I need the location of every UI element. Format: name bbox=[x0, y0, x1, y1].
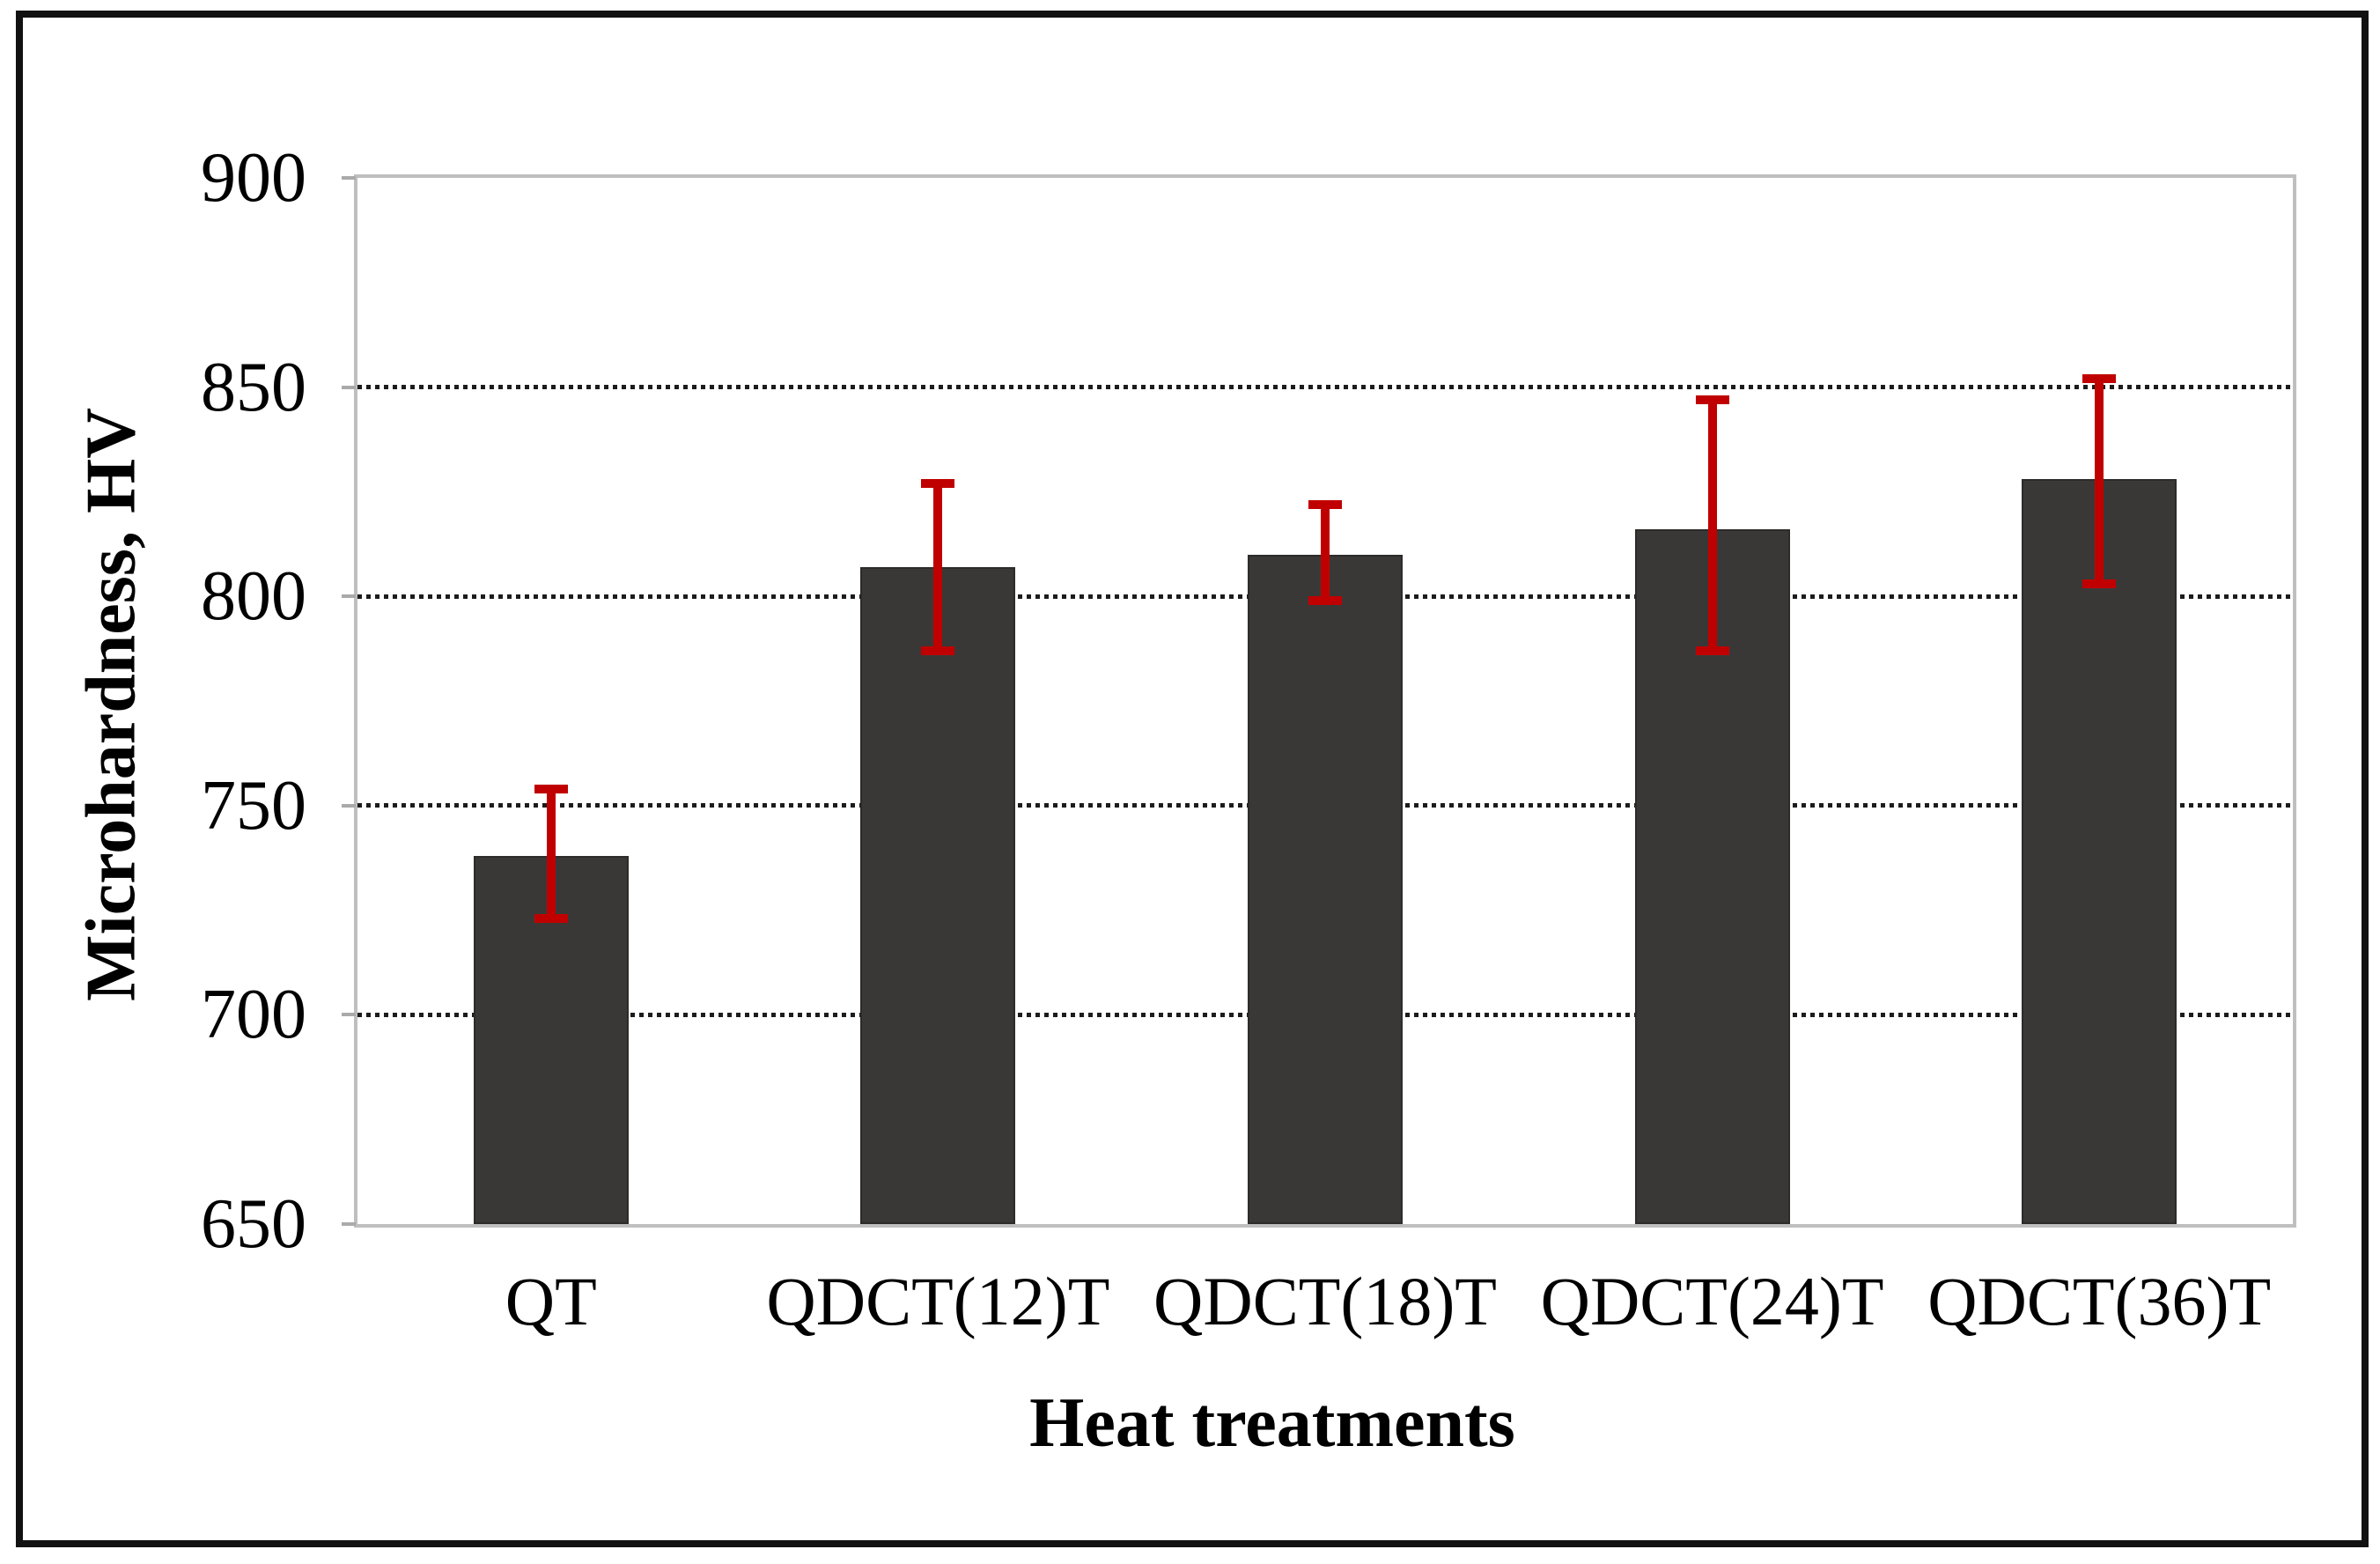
bar-QDCT(18)T bbox=[1248, 554, 1403, 1224]
y-tick-label-750: 750 bbox=[201, 766, 306, 845]
error-cap-bottom-QDCT(36)T bbox=[2082, 579, 2117, 588]
gridline-850 bbox=[357, 385, 2293, 390]
error-cap-top-QDCT(12)T bbox=[921, 478, 955, 488]
y-tick-label-850: 850 bbox=[201, 348, 306, 426]
y-tick-mark-650 bbox=[342, 1222, 356, 1226]
error-cap-top-QDCT(18)T bbox=[1308, 499, 1342, 509]
y-tick-mark-800 bbox=[342, 594, 356, 599]
plot-area bbox=[354, 174, 2296, 1228]
error-bar-QDCT(12)T bbox=[933, 483, 943, 651]
error-cap-bottom-QT bbox=[534, 914, 568, 924]
x-tick-label-QDCT(24)T: QDCT(24)T bbox=[1540, 1263, 1884, 1339]
y-tick-label-800: 800 bbox=[201, 557, 306, 636]
error-cap-bottom-QDCT(24)T bbox=[1695, 646, 1729, 655]
error-bar-QDCT(18)T bbox=[1321, 504, 1330, 601]
y-tick-label-650: 650 bbox=[201, 1185, 306, 1263]
bar-QDCT(36)T bbox=[2022, 479, 2177, 1224]
y-tick-mark-900 bbox=[342, 176, 356, 180]
x-tick-label-QDCT(12)T: QDCT(12)T bbox=[766, 1263, 1110, 1339]
x-tick-label-QDCT(36)T: QDCT(36)T bbox=[1927, 1263, 2272, 1339]
y-tick-label-700: 700 bbox=[201, 976, 306, 1054]
error-bar-QT bbox=[546, 788, 556, 919]
error-cap-top-QT bbox=[534, 784, 568, 793]
error-cap-bottom-QDCT(18)T bbox=[1308, 595, 1342, 605]
y-tick-label-900: 900 bbox=[201, 139, 306, 217]
bar-QDCT(12)T bbox=[860, 566, 1016, 1224]
x-axis-title: Heat treatments bbox=[1029, 1384, 1515, 1462]
y-tick-mark-850 bbox=[342, 385, 356, 389]
figure-border bbox=[16, 11, 2369, 1547]
error-cap-top-QDCT(36)T bbox=[2082, 374, 2117, 384]
x-tick-label-QT: QT bbox=[505, 1263, 597, 1339]
error-bar-QDCT(24)T bbox=[1707, 399, 1717, 651]
x-tick-label-QDCT(18)T: QDCT(18)T bbox=[1153, 1263, 1497, 1339]
y-axis-title: Microhardness, HV bbox=[72, 407, 151, 1002]
plot-inner-area bbox=[357, 178, 2293, 1224]
error-bar-QDCT(36)T bbox=[2095, 379, 2104, 584]
error-cap-top-QDCT(24)T bbox=[1695, 395, 1729, 404]
error-cap-bottom-QDCT(12)T bbox=[921, 646, 955, 655]
y-tick-mark-700 bbox=[342, 1013, 356, 1017]
y-tick-mark-750 bbox=[342, 803, 356, 808]
